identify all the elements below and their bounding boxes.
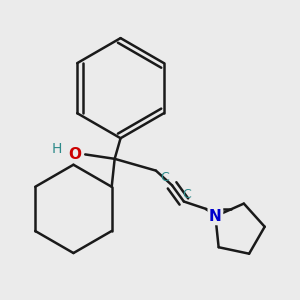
Text: N: N xyxy=(209,209,222,224)
Text: O: O xyxy=(68,147,81,162)
Text: H: H xyxy=(52,142,62,155)
Text: C: C xyxy=(182,188,191,201)
Text: C: C xyxy=(160,172,169,184)
